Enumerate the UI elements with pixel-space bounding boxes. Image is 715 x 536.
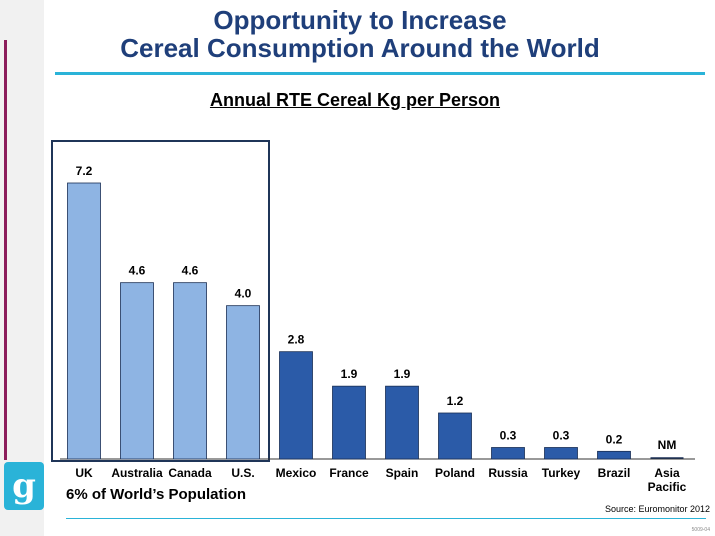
- left-accent-bar: [4, 40, 7, 460]
- category-label-russia: Russia: [488, 466, 528, 480]
- value-label-mexico: 2.8: [288, 333, 305, 347]
- value-label-brazil: 0.2: [606, 432, 623, 446]
- bar-mexico: [279, 351, 313, 460]
- value-label-turkey: 0.3: [553, 429, 570, 443]
- left-strip: [0, 0, 44, 536]
- title-line-2: Cereal Consumption Around the World: [120, 33, 600, 63]
- bar-canada: [173, 282, 207, 460]
- value-label-france: 1.9: [341, 367, 358, 381]
- logo-icon: g: [4, 462, 44, 510]
- value-label-poland: 1.2: [447, 394, 464, 408]
- value-label-russia: 0.3: [500, 429, 517, 443]
- category-label-uk: UK: [75, 466, 93, 480]
- bottom-rule: [66, 518, 706, 519]
- value-label-asia-pacific: NM: [658, 438, 677, 452]
- category-label-u-s: U.S.: [231, 466, 254, 480]
- value-label-canada: 4.6: [182, 264, 199, 278]
- value-label-spain: 1.9: [394, 367, 411, 381]
- category-label-spain: Spain: [386, 466, 419, 480]
- category-label-brazil: Brazil: [598, 466, 631, 480]
- value-label-australia: 4.6: [129, 264, 146, 278]
- bar-u-s: [226, 305, 260, 460]
- category-label-mexico: Mexico: [276, 466, 317, 480]
- chart-title-text: Annual RTE Cereal Kg per Person: [209, 90, 501, 110]
- population-callout: 6% of World’s Population: [66, 486, 246, 503]
- value-label-u-s: 4.0: [235, 287, 252, 301]
- highlight-box: [51, 140, 270, 462]
- value-label-uk: 7.2: [76, 164, 93, 178]
- category-label-canada: Canada: [168, 466, 212, 480]
- bar-poland: [438, 412, 472, 460]
- bar-turkey: [544, 447, 578, 460]
- category-label-australia: Australia: [111, 466, 163, 480]
- category-label-poland: Poland: [435, 466, 475, 480]
- category-label-france: France: [329, 466, 369, 480]
- bar-france: [332, 385, 366, 460]
- bar-australia: [120, 282, 154, 460]
- category-label-turkey: Turkey: [542, 466, 581, 480]
- bar-spain: [385, 385, 419, 460]
- bar-brazil: [597, 450, 631, 460]
- chart-title: Annual RTE Cereal Kg per Person: [60, 90, 650, 111]
- source-note: Source: Euromonitor 2012: [604, 504, 710, 514]
- title-rule: [55, 72, 705, 75]
- bar-russia: [491, 447, 525, 460]
- bar-uk: [67, 182, 101, 460]
- category-label-asia-pacific: Asia Pacific: [648, 466, 687, 494]
- page-code: 5009-04: [691, 527, 710, 533]
- slide-title: Opportunity to Increase Cereal Consumpti…: [60, 6, 660, 62]
- title-line-1: Opportunity to Increase: [213, 5, 507, 35]
